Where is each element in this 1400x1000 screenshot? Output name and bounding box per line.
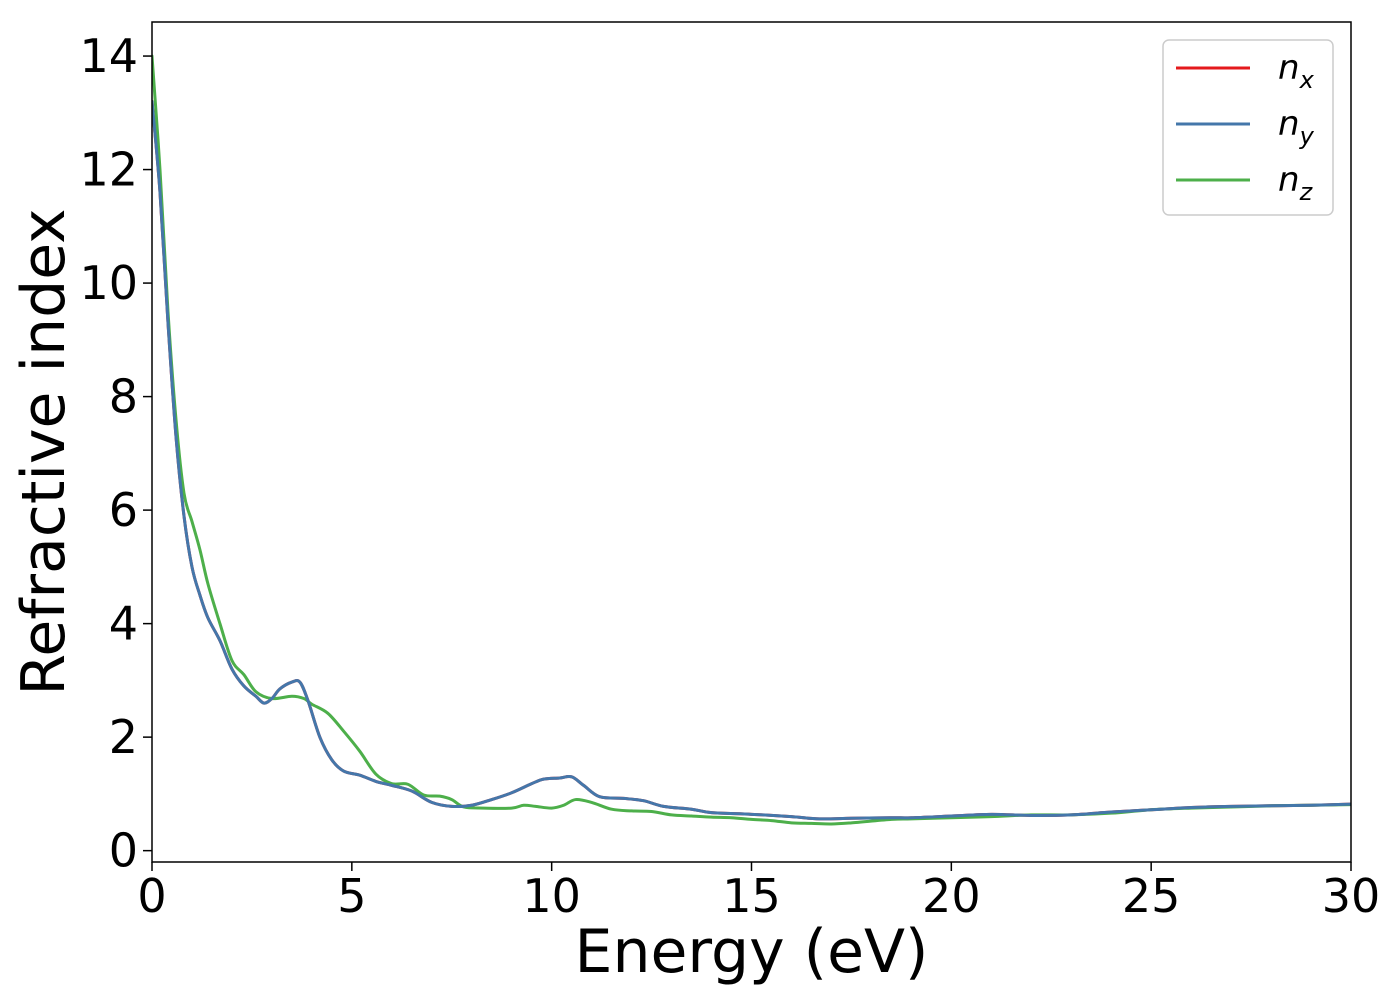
y-tick-label: 4 — [109, 597, 138, 651]
axes: 0 5 10 15 20 25 30 0 2 4 6 8 10 12 14 — [79, 21, 1381, 923]
x-tick-label: 10 — [522, 869, 581, 923]
y-tick-label: 10 — [79, 256, 138, 310]
x-tick-label: 25 — [1122, 869, 1181, 923]
plot-area — [152, 54, 1351, 826]
legend-label-n-z: nz — [1278, 160, 1314, 206]
x-tick-label: 15 — [722, 869, 781, 923]
y-tick-label: 14 — [79, 29, 138, 83]
series-line-n-y — [152, 99, 1351, 821]
y-tick-label: 2 — [109, 710, 138, 764]
y-tick-label: 12 — [79, 143, 138, 197]
x-tick-label: 5 — [337, 869, 366, 923]
legend-label-n-x: nx — [1278, 48, 1315, 94]
x-tick-label: 20 — [922, 869, 981, 923]
legend-box — [1162, 39, 1334, 216]
y-tick-label: 0 — [109, 824, 138, 878]
legend: nx ny nz — [1162, 39, 1334, 216]
y-axis-label: Refractive index — [9, 208, 79, 695]
y-tick-label: 8 — [109, 370, 138, 424]
x-axis-label: Energy (eV) — [575, 917, 929, 987]
y-tick-label: 6 — [109, 483, 138, 537]
x-tick-label: 30 — [1322, 869, 1381, 923]
legend-label-n-y: ny — [1278, 104, 1315, 150]
x-tick-label: 0 — [137, 869, 166, 923]
series-line-n-z — [152, 54, 1351, 826]
